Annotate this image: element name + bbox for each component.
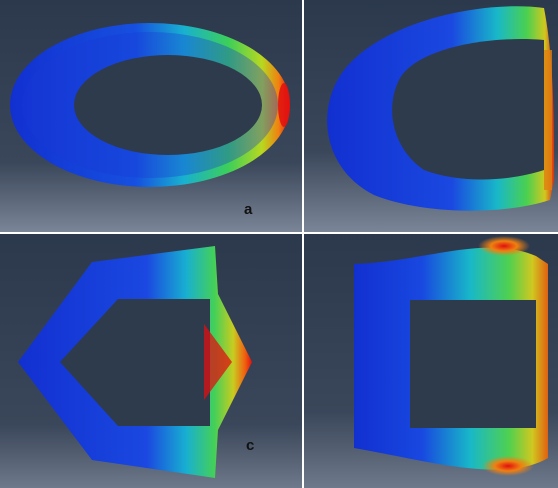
tapered-ring-figure xyxy=(304,0,558,232)
hole xyxy=(410,300,536,428)
ellipse-ring-figure xyxy=(0,0,302,232)
hotspot xyxy=(278,83,290,127)
panel-label-c: c xyxy=(246,437,255,454)
hole xyxy=(74,55,262,155)
hole xyxy=(60,299,210,426)
hotspot-top xyxy=(478,236,530,256)
divider-horizontal xyxy=(0,232,558,234)
panel-label-a: a xyxy=(244,201,253,218)
hotspot xyxy=(204,324,232,400)
panel-c-pentagon: c xyxy=(0,234,302,488)
hole xyxy=(392,39,544,180)
divider-vertical xyxy=(302,0,304,488)
panel-d-square xyxy=(304,234,558,488)
square-figure xyxy=(304,234,558,488)
panel-b-tapered-ring xyxy=(304,0,558,232)
pentagon-figure xyxy=(0,234,302,488)
hotspot xyxy=(544,50,552,190)
panel-a-ellipse: a xyxy=(0,0,302,232)
hotspot-bottom xyxy=(482,456,534,476)
